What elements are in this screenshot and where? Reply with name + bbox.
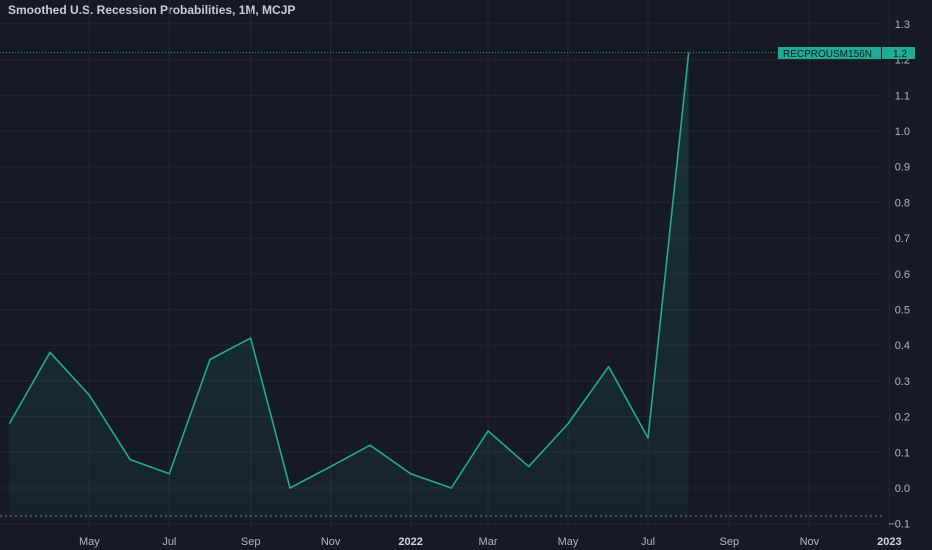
y-tick-label: 1.0 <box>895 126 910 138</box>
series-line <box>8 52 690 489</box>
y-tick-label: 0.8 <box>895 197 910 209</box>
series-value-label: 1.2 <box>893 49 907 60</box>
series-value-badge <box>882 47 915 59</box>
x-tick-label: Sep <box>241 536 261 548</box>
x-tick-label: Sep <box>720 536 740 548</box>
x-tick-label: May <box>558 536 579 548</box>
x-tick-label: 2023 <box>877 536 901 548</box>
y-tick-label: 0.0 <box>895 483 910 495</box>
series-area-fill <box>9 52 689 517</box>
y-tick-label: 0.6 <box>895 269 910 281</box>
chart-title: Smoothed U.S. Recession Probabilities, 1… <box>8 3 296 17</box>
y-tick-label: 1.3 <box>895 19 910 31</box>
series-name-label: RECPROUSM156N <box>783 49 872 60</box>
x-tick-label: Jul <box>641 536 655 548</box>
x-axis: May Jul Sep Nov 2022 Mar May Jul Sep Nov 2023 <box>79 536 902 548</box>
y-tick-label: 0.2 <box>895 412 910 424</box>
y-tick-label: 0.5 <box>895 305 910 317</box>
x-tick-label: Nov <box>321 536 341 548</box>
y-axis: 1.3 1.2 1.1 1.0 0.9 0.8 0.7 0.6 0.5 0.4 0.3 0.2 0.1 0… <box>888 19 910 531</box>
y-tick-label: −0.1 <box>888 519 910 531</box>
y-tick-label: 0.4 <box>895 340 910 352</box>
x-tick-label: May <box>79 536 100 548</box>
y-tick-label: 0.1 <box>895 447 910 459</box>
y-tick-label: 0.9 <box>895 162 910 174</box>
reference-lines <box>0 51 882 517</box>
x-tick-label: Jul <box>162 536 176 548</box>
y-tick-label: 1.1 <box>895 90 910 102</box>
y-tick-label: 0.3 <box>895 376 910 388</box>
x-tick-label: Nov <box>800 536 820 548</box>
last-value-tag[interactable]: RECPROUSM156N 1.2 <box>778 47 915 60</box>
y-tick-label: 0.7 <box>895 233 910 245</box>
series-area <box>8 52 690 517</box>
x-tick-label: 2022 <box>398 536 422 548</box>
x-tick-label: Mar <box>479 536 498 548</box>
grid-lines <box>0 0 890 530</box>
series-name-badge <box>778 47 881 59</box>
